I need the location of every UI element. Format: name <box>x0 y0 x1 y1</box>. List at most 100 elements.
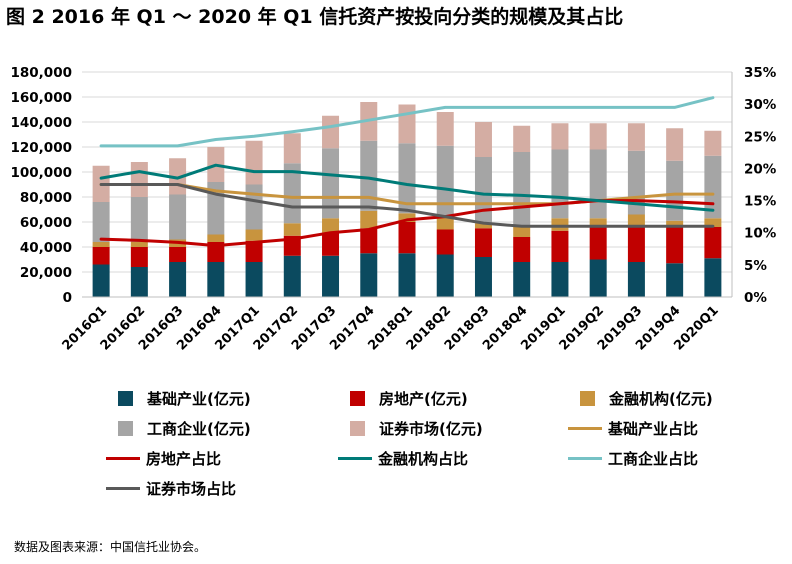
left-axis-tick-label: 160,000 <box>11 90 73 106</box>
left-axis-tick-label: 100,000 <box>11 165 73 181</box>
bar-segment <box>704 130 722 156</box>
legend-item: 工商企业占比 <box>568 448 699 469</box>
bar-segment <box>474 257 492 297</box>
bar-segment <box>627 262 645 297</box>
bar-segment <box>130 247 148 267</box>
bar-segment <box>589 123 607 150</box>
legend-label: 基础产业(亿元) <box>147 390 251 408</box>
bar-segment <box>436 112 454 146</box>
bar-segment <box>169 194 187 240</box>
left-axis-tick-label: 140,000 <box>11 115 73 131</box>
bar-segment <box>283 223 301 236</box>
bar-segment <box>169 247 187 262</box>
chart-title: 图 2 2016 年 Q1 ～ 2020 年 Q1 信托资产按投向分类的规模及其… <box>6 6 624 28</box>
bar-segment <box>551 149 569 219</box>
bar-segment <box>436 229 454 255</box>
legend-item: 金融机构(亿元) <box>580 388 713 409</box>
bar-segment <box>551 262 569 297</box>
bar-segment <box>92 242 110 247</box>
bar-segment <box>169 262 187 297</box>
bar-segment <box>245 229 263 241</box>
right-axis-tick-label: 35% <box>744 65 777 81</box>
bar-segment <box>322 148 340 219</box>
legend-label: 金融机构占比 <box>378 450 469 468</box>
legend-label: 证券市场(亿元) <box>379 420 483 438</box>
bar-segment <box>245 240 263 262</box>
bar-segment <box>474 157 492 224</box>
left-axis-tick-label: 40,000 <box>20 240 72 256</box>
bar-segment <box>551 123 569 150</box>
legend-swatch <box>568 427 602 430</box>
bar-segment <box>130 267 148 297</box>
left-axis-tick-label: 20,000 <box>20 265 72 281</box>
bar-segment <box>704 227 722 259</box>
legend-label: 房地产占比 <box>146 450 222 468</box>
bar-segment <box>474 122 492 157</box>
bar-segment <box>589 218 607 226</box>
bar-segment <box>551 230 569 262</box>
bar-segment <box>245 184 263 230</box>
right-axis-tick-label: 15% <box>744 194 777 210</box>
stacked-bar-line-chart: 0 20,000 40,000 60,000 80,000 100,000 120,000 1… <box>11 65 777 354</box>
legend-swatch <box>338 457 372 460</box>
bar-segment <box>474 228 492 257</box>
left-axis-tick-label: 80,000 <box>20 190 72 206</box>
line-layer <box>99 96 715 248</box>
bar-segment <box>704 258 722 297</box>
bar-segment <box>360 228 378 254</box>
legend-label: 工商企业占比 <box>608 450 699 468</box>
legend-item: 证券市场占比 <box>106 478 237 499</box>
right-axis-tick-label: 5% <box>744 258 767 274</box>
bar-segment <box>207 234 225 242</box>
bar-segment <box>666 263 684 297</box>
right-axis-tick-label: 20% <box>744 161 777 177</box>
bar-segment <box>513 225 531 237</box>
bar-segment <box>245 140 263 185</box>
bar-segment <box>474 223 492 229</box>
left-axis-tick-label: 60,000 <box>20 215 72 231</box>
bar-segment <box>436 145 454 216</box>
legend-swatch <box>350 421 365 436</box>
legend-swatch <box>568 457 602 460</box>
bar-segment <box>360 253 378 297</box>
bar-segment <box>513 152 531 226</box>
bar-segment <box>398 213 416 222</box>
bar-segment <box>207 262 225 297</box>
bar-segment <box>666 220 684 227</box>
series-line <box>99 163 715 212</box>
bar-segment <box>207 242 225 262</box>
bar-segment <box>627 123 645 151</box>
bar-segment <box>666 128 684 161</box>
left-axis-tick-label: 180,000 <box>11 65 73 81</box>
legend-item: 房地产(亿元) <box>350 388 468 409</box>
bar-segment <box>322 218 340 234</box>
legend-item: 基础产业(亿元) <box>118 388 251 409</box>
right-axis-tick-label: 0% <box>744 290 767 306</box>
legend-label: 金融机构(亿元) <box>609 390 713 408</box>
legend-label: 证券市场占比 <box>146 480 237 498</box>
bar-layer <box>92 102 722 297</box>
bar-segment <box>666 227 684 264</box>
legend-label: 基础产业占比 <box>608 420 699 438</box>
bar-segment <box>589 225 607 260</box>
bar-segment <box>92 264 110 297</box>
bar-segment <box>92 202 110 242</box>
bar-segment <box>398 253 416 297</box>
bar-segment <box>360 210 378 229</box>
bar-segment <box>589 259 607 297</box>
bar-segment <box>627 227 645 262</box>
legend-item: 证券市场(亿元) <box>350 418 483 439</box>
bar-segment <box>589 149 607 219</box>
bar-segment <box>398 143 416 214</box>
left-axis-tick-label: 120,000 <box>11 140 73 156</box>
right-axis-tick-label: 10% <box>744 226 777 242</box>
legend-item: 基础产业占比 <box>568 418 699 439</box>
legend-swatch <box>118 421 133 436</box>
bar-segment <box>283 255 301 297</box>
bar-segment <box>360 140 378 211</box>
bar-segment <box>704 218 722 227</box>
bar-segment <box>398 104 416 144</box>
bar-segment <box>513 237 531 262</box>
bar-segment <box>245 262 263 297</box>
bar-segment <box>130 197 148 242</box>
